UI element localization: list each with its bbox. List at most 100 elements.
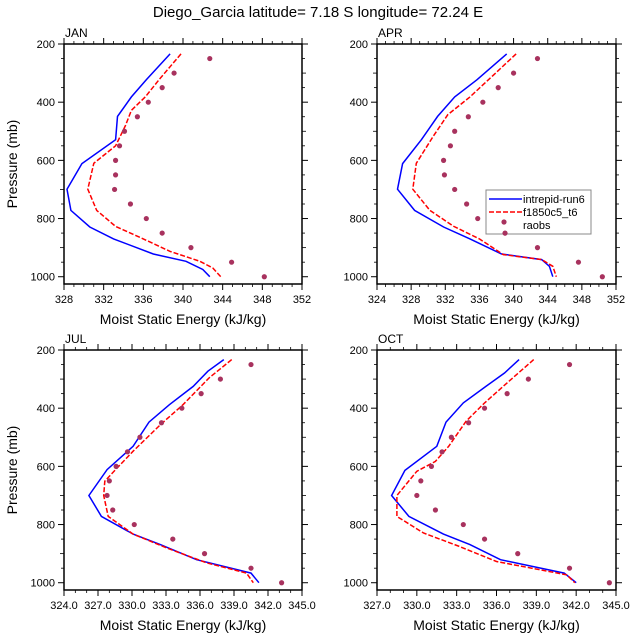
- y-tick-label: 200: [350, 39, 368, 51]
- legend-label: raobs: [523, 220, 551, 232]
- x-tick-label: 348: [573, 294, 591, 306]
- y-tick-label: 1000: [31, 272, 55, 284]
- raobs-point: [480, 99, 486, 105]
- f1850c5-t6-line: [87, 53, 222, 278]
- x-tick-label: 324: [368, 294, 386, 306]
- x-tick-label: 327.0: [84, 600, 112, 612]
- x-tick-label: 352: [293, 294, 311, 306]
- y-tick-label: 200: [350, 345, 368, 357]
- x-axis-title: Moist Static Energy (kJ/kg): [100, 311, 267, 327]
- x-tick-label: 328: [55, 294, 73, 306]
- raobs-point: [504, 391, 510, 397]
- f1850c5-t6-line: [396, 359, 576, 584]
- main-title: Diego_Garcia latitude= 7.18 S longitude=…: [153, 4, 483, 21]
- y-tick-label: 800: [350, 214, 368, 226]
- raobs-point: [440, 157, 447, 163]
- raobs-point: [464, 201, 470, 207]
- y-tick-label: 400: [350, 97, 368, 109]
- y-tick-label: 800: [350, 520, 368, 532]
- intrepid-run6-line: [396, 53, 554, 277]
- x-axis-title: Moist Static Energy (kJ/kg): [413, 311, 580, 327]
- y-tick-label: 200: [37, 345, 55, 357]
- raobs-point: [428, 463, 435, 469]
- raobs-point: [495, 85, 501, 91]
- x-tick-label: 324.0: [50, 600, 78, 612]
- raobs-point: [159, 230, 165, 236]
- raobs-point: [116, 143, 123, 149]
- y-tick-label: 200: [37, 39, 55, 51]
- x-tick-label: 328: [402, 294, 420, 306]
- y-tick-label: 600: [37, 461, 55, 473]
- x-tick-label: 333.0: [152, 600, 180, 612]
- x-tick-label: 339.0: [220, 600, 248, 612]
- raobs-point: [217, 376, 223, 382]
- panel-title: APR: [378, 26, 403, 40]
- raobs-point: [198, 391, 204, 397]
- f1850c5-t6-line: [102, 359, 254, 584]
- raobs-point: [248, 565, 254, 571]
- x-tick-label: 327.0: [363, 600, 391, 612]
- x-tick-label: 342.0: [254, 600, 282, 612]
- raobs-point: [145, 99, 151, 105]
- y-axis-title: Pressure (mb): [4, 120, 20, 209]
- x-tick-label: 340: [504, 294, 522, 306]
- panel-title: OCT: [378, 332, 404, 346]
- intrepid-run6-line: [66, 53, 211, 278]
- y-tick-label: 1000: [344, 578, 368, 590]
- x-tick-label: 330.0: [403, 600, 431, 612]
- y-tick-label: 800: [37, 520, 55, 532]
- raobs-point: [452, 186, 458, 193]
- raobs-point: [228, 259, 235, 265]
- raobs-point: [525, 376, 531, 382]
- x-tick-label: 340: [174, 294, 192, 306]
- raobs-point: [575, 259, 582, 265]
- raobs-point: [179, 405, 185, 411]
- f1850c5-t6-line: [412, 53, 558, 277]
- y-tick-label: 600: [350, 155, 368, 167]
- x-tick-label: 336: [134, 294, 152, 306]
- raobs-point: [534, 245, 541, 251]
- raobs-point: [261, 274, 267, 280]
- x-tick-label: 352: [607, 294, 625, 306]
- y-tick-label: 600: [37, 155, 55, 167]
- raobs-point: [566, 361, 573, 368]
- raobs-point: [279, 580, 285, 586]
- raobs-point: [131, 521, 137, 528]
- plot-frame: [63, 349, 303, 591]
- y-tick-label: 400: [37, 403, 55, 415]
- raobs-point: [515, 551, 521, 557]
- raobs-point: [465, 114, 471, 120]
- raobs-point: [481, 405, 488, 411]
- raobs-point: [466, 420, 472, 426]
- raobs-point: [502, 230, 508, 236]
- y-tick-label: 800: [37, 214, 55, 226]
- raobs-point: [112, 172, 119, 178]
- raobs-point: [599, 274, 605, 280]
- x-tick-label: 336.0: [483, 600, 511, 612]
- raobs-point: [447, 143, 454, 149]
- intrepid-run6-line: [390, 359, 577, 584]
- raobs-point: [534, 55, 541, 62]
- legend-label: intrepid-run6: [523, 194, 585, 206]
- panel-jan: 328 332 336 340 344 348 352 200 400 600 800 1000 JAN…: [4, 26, 311, 327]
- raobs-point: [121, 128, 128, 134]
- raobs-point: [475, 215, 481, 222]
- y-axis-title: Pressure (mb): [4, 426, 20, 515]
- x-axis-title: Moist Static Energy (kJ/kg): [413, 617, 580, 633]
- raobs-point: [432, 507, 439, 513]
- panel-apr: 324 328 332 336 340 344 348 352 200 400 600 800 1000…: [344, 26, 626, 327]
- x-tick-label: 345.0: [602, 600, 630, 612]
- plot-frame: [63, 43, 303, 285]
- raobs-point: [441, 172, 448, 178]
- raobs-point: [452, 128, 458, 134]
- panel-oct: 327.0 330.0 333.0 336.0 339.0 342.0 345.0 200 40…: [344, 332, 630, 633]
- panel-title: JAN: [65, 26, 88, 40]
- raobs-point: [113, 463, 119, 469]
- y-tick-label: 600: [350, 461, 368, 473]
- raobs-point: [134, 114, 140, 120]
- x-tick-label: 332: [94, 294, 112, 306]
- raobs-point: [124, 449, 131, 455]
- x-tick-label: 330.0: [118, 600, 146, 612]
